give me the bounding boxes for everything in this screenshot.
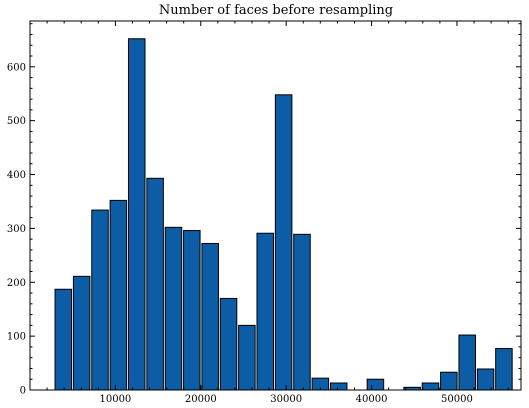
histogram-bar — [127, 38, 146, 391]
histogram-bar — [164, 226, 183, 391]
histogram-bar — [274, 94, 293, 391]
histogram-bar — [329, 382, 348, 391]
x-tick-label: 20000 — [185, 394, 217, 405]
histogram-bar — [54, 288, 73, 391]
y-tick-label: 600 — [7, 62, 26, 73]
histogram-bar — [72, 275, 91, 391]
chart-title: Number of faces before resampling — [159, 3, 393, 18]
histogram-bar — [91, 209, 109, 391]
histogram-bar — [366, 378, 385, 391]
histogram-bar — [238, 324, 256, 391]
axes-frame — [29, 20, 522, 391]
histogram-bar — [495, 348, 513, 391]
histogram-bar — [293, 233, 311, 391]
histogram-bar — [219, 297, 238, 391]
x-tick-label: 30000 — [270, 394, 302, 405]
histogram-bar — [183, 230, 201, 391]
histogram-bar — [109, 199, 128, 391]
x-tick-label: 10000 — [99, 394, 131, 405]
histogram-bar — [201, 242, 219, 391]
y-tick-label: 200 — [7, 278, 26, 289]
histogram-bar — [458, 334, 476, 391]
y-tick-label: 100 — [7, 332, 26, 343]
ticks-layer — [30, 21, 521, 391]
tick-labels-layer: 10000 20000 30000 40000 50000 0 100 200 300 400 50… — [7, 62, 473, 405]
histogram-bar — [256, 232, 275, 391]
y-tick-label: 400 — [7, 170, 26, 181]
y-tick-label: 0 — [20, 386, 26, 397]
x-tick-label: 50000 — [441, 394, 473, 405]
bars-layer — [54, 38, 513, 391]
histogram-bar — [421, 382, 440, 391]
histogram-bar — [440, 371, 458, 391]
y-tick-label: 300 — [7, 224, 26, 235]
histogram-bar — [146, 177, 164, 391]
histogram-bar — [476, 368, 495, 391]
x-tick-label: 40000 — [356, 394, 388, 405]
y-tick-label: 500 — [7, 116, 26, 127]
